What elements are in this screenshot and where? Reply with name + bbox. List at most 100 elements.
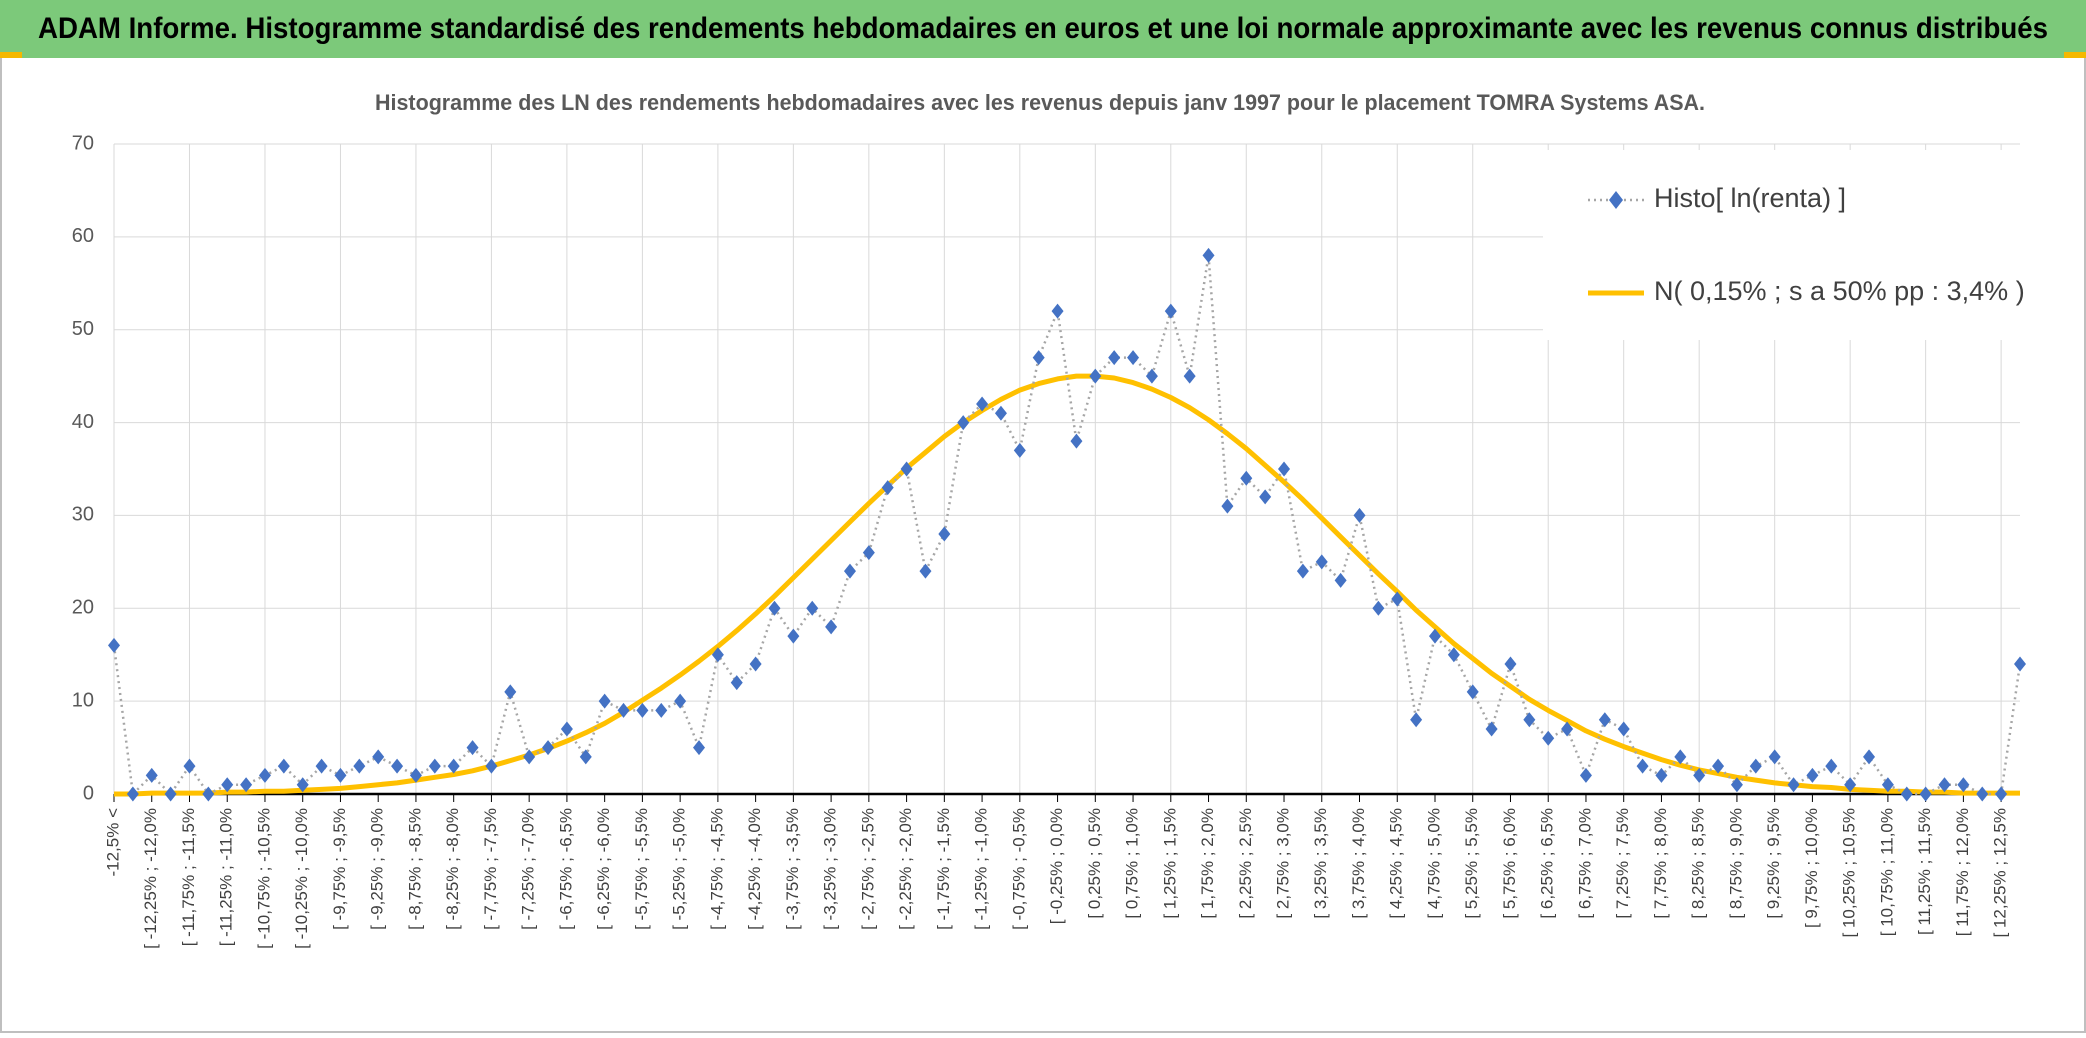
legend-marker — [1609, 191, 1623, 209]
data-point — [1863, 749, 1876, 765]
data-point — [1825, 758, 1838, 774]
x-tick-label: [ -6,75% ; -6,5% — [556, 808, 575, 930]
legend: Histo[ ln(renta) ] N( 0,15% ; s a 50% pp … — [1543, 150, 2025, 340]
legend-label: Histo[ ln(renta) ] — [1654, 183, 1846, 213]
data-point — [1655, 767, 1668, 783]
x-tick-label: [ 1,75% ; 2,0% — [1198, 808, 1217, 919]
x-tick-label: [ 5,25% ; 5,5% — [1462, 808, 1481, 919]
x-tick-label: [ -8,75% ; -8,5% — [405, 808, 424, 930]
data-point — [693, 740, 706, 756]
data-point — [1787, 777, 1800, 793]
data-point — [1032, 350, 1045, 366]
x-tick-label: [ 0,75% ; 1,0% — [1123, 808, 1142, 919]
data-point — [334, 767, 347, 783]
x-tick-label: [ -11,75% ; -11,5% — [179, 808, 198, 946]
data-point — [1806, 767, 1819, 783]
x-tick-label: [ -5,25% ; -5,0% — [670, 808, 689, 930]
x-tick-label: [ 12,25% ; 12,5% — [1991, 808, 2010, 937]
x-tick-label: [ 6,75% ; 7,0% — [1575, 808, 1594, 919]
header-bar — [0, 0, 2086, 58]
x-tick-label: [ 11,75% ; 12,0% — [1953, 808, 1972, 936]
data-point — [353, 758, 366, 774]
data-point — [1957, 777, 1970, 793]
x-tick-label: [ 2,25% ; 2,5% — [1236, 808, 1255, 919]
y-tick-label: 10 — [72, 689, 94, 711]
x-tick-label: [ 4,25% ; 4,5% — [1387, 808, 1406, 919]
data-point — [787, 628, 800, 644]
x-tick-label: [ 7,25% ; 7,5% — [1613, 808, 1632, 919]
data-point — [1844, 777, 1857, 793]
data-point — [372, 749, 385, 765]
data-point — [1070, 433, 1083, 449]
data-point — [1674, 749, 1687, 765]
header-title: ADAM Informe. Histogramme standardisé de… — [38, 12, 2048, 45]
data-point — [655, 702, 668, 718]
data-point — [579, 749, 592, 765]
data-point — [1145, 368, 1158, 384]
x-tick-label: [ 2,75% ; 3,0% — [1274, 808, 1293, 919]
data-point — [145, 767, 158, 783]
x-tick-label: [ 11,25% ; 11,5% — [1915, 808, 1934, 935]
data-point — [277, 758, 290, 774]
data-point — [1712, 758, 1725, 774]
data-point — [617, 702, 630, 718]
data-point — [485, 758, 498, 774]
data-point — [749, 656, 762, 672]
data-point — [730, 675, 743, 691]
x-tick-label: [ 10,75% ; 11,0% — [1877, 808, 1896, 936]
data-point — [1334, 572, 1347, 588]
data-point — [1542, 730, 1555, 746]
corner-mark — [2064, 52, 2086, 58]
data-point — [447, 758, 460, 774]
data-point — [1693, 767, 1706, 783]
data-point — [711, 647, 724, 663]
x-tick-label: [ -3,75% ; -3,5% — [783, 808, 802, 930]
y-tick-label: 50 — [72, 318, 94, 340]
data-point — [202, 786, 215, 802]
x-tick-label: [ -7,25% ; -7,0% — [519, 808, 538, 930]
data-point — [1466, 684, 1479, 700]
data-point — [957, 415, 970, 431]
legend-label: N( 0,15% ; s a 50% pp : 3,4% ) — [1654, 276, 2025, 306]
data-point — [1391, 591, 1404, 607]
data-point — [1881, 777, 1894, 793]
data-point — [258, 767, 271, 783]
data-point — [1278, 461, 1291, 477]
data-point — [296, 777, 309, 793]
x-tick-label: [ -8,25% ; -8,0% — [443, 808, 462, 930]
data-point — [1749, 758, 1762, 774]
data-point — [1598, 712, 1611, 728]
x-tick-label: [ 3,75% ; 4,0% — [1349, 808, 1368, 919]
data-point — [1221, 498, 1234, 514]
data-point — [1523, 712, 1536, 728]
data-point — [108, 637, 120, 653]
data-point — [1938, 777, 1951, 793]
data-point — [1013, 442, 1026, 458]
data-point — [523, 749, 536, 765]
data-point — [315, 758, 328, 774]
data-point — [976, 396, 989, 412]
x-tick-label: [ -7,75% ; -7,5% — [481, 808, 500, 930]
x-tick-label: [ -1,75% ; -1,5% — [934, 808, 953, 930]
data-point — [1919, 786, 1932, 802]
x-tick-label: [ 5,75% ; 6,0% — [1500, 808, 1519, 919]
x-tick-label: [ 7,75% ; 8,0% — [1651, 808, 1670, 919]
y-tick-label: 30 — [72, 504, 94, 526]
data-point — [1768, 749, 1781, 765]
data-point — [843, 563, 856, 579]
data-point — [636, 702, 649, 718]
x-tick-label: [ -9,75% ; -9,5% — [330, 808, 349, 930]
y-tick-label: 60 — [72, 225, 94, 247]
data-point — [1051, 303, 1064, 319]
data-point — [409, 767, 422, 783]
data-point — [881, 480, 894, 496]
data-point — [1296, 563, 1309, 579]
x-tick-label: [ 4,75% ; 5,0% — [1424, 808, 1443, 919]
data-point — [1353, 507, 1366, 523]
grid: 0 10 20 30 40 50 60 70 -12,5% < [ -12,25% ; -12,0… — [72, 132, 2020, 949]
data-point — [1617, 721, 1630, 737]
data-point — [919, 563, 932, 579]
x-tick-label: [ -4,25% ; -4,0% — [745, 808, 764, 930]
